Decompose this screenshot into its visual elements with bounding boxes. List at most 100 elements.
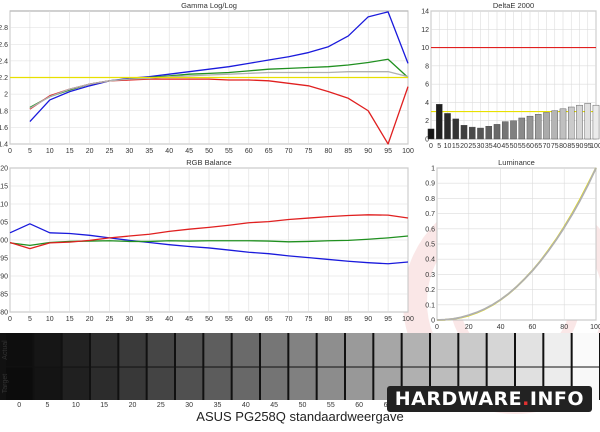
actual-swatch — [34, 333, 61, 367]
x-tick-label: 20 — [86, 148, 94, 155]
deltae-bar — [452, 118, 460, 140]
y-tick-label: 1.8 — [0, 108, 8, 115]
target-swatch — [34, 367, 61, 400]
actual-swatch — [459, 333, 486, 367]
luminance-chart: 0 0.1 0.2 0.3 0.4 0.5 0.6 0.7 0.8 0.9 1 0 20 40 60 80 10… — [425, 158, 600, 331]
chart-title: DeltaE 2000 — [493, 1, 534, 10]
target-swatch — [261, 367, 288, 400]
actual-swatch — [176, 333, 203, 367]
deltae-bar — [567, 106, 575, 140]
grayscale-column-label: 55 — [327, 402, 335, 409]
deltae-bar — [543, 112, 550, 140]
x-tick-label: 60 — [245, 316, 253, 323]
actual-swatch — [544, 333, 571, 367]
x-tick-label: 25 — [106, 316, 114, 323]
y-tick-label: 2 — [425, 118, 429, 125]
x-tick-label: 0 — [8, 316, 12, 323]
deltae-bar — [559, 108, 567, 140]
x-tick-label: 30 — [126, 316, 134, 323]
actual-swatch — [147, 333, 174, 367]
target-swatch — [91, 367, 118, 400]
y-tick-label: 1.4 — [0, 142, 8, 149]
y-tick-label: 4 — [425, 100, 429, 107]
x-tick-label: 5 — [437, 143, 441, 150]
target-swatch — [317, 367, 344, 400]
y-tick-label: 2 — [4, 92, 8, 99]
deltae-bar — [477, 127, 484, 140]
actual-swatch — [346, 333, 373, 367]
y-tick-label: 1 — [431, 166, 435, 173]
grayscale-column-label: 20 — [129, 402, 137, 409]
x-tick-label: 80 — [559, 143, 567, 150]
target-swatch — [147, 367, 174, 400]
x-tick-label: 50 — [205, 148, 213, 155]
x-tick-label: 95 — [384, 148, 392, 155]
x-tick-label: 0 — [435, 324, 439, 331]
y-tick-label: 0.3 — [425, 272, 435, 279]
y-tick-label: 2.2 — [0, 75, 8, 82]
y-tick-label: 0.9 — [425, 181, 435, 188]
grayscale-column-label: 30 — [185, 402, 193, 409]
x-tick-label: 85 — [567, 143, 575, 150]
x-tick-label: 10 — [444, 143, 452, 150]
deltae-bar — [435, 104, 443, 140]
target-swatch — [6, 367, 33, 400]
grayscale-row-label: Actual — [2, 340, 9, 360]
deltae-bar — [534, 114, 542, 140]
x-tick-label: 25 — [468, 143, 476, 150]
x-tick-label: 65 — [265, 148, 273, 155]
actual-swatch — [317, 333, 344, 367]
grayscale-column-label: 50 — [299, 402, 307, 409]
deltae-bar — [460, 125, 468, 140]
x-tick-label: 60 — [245, 148, 253, 155]
actual-swatch — [261, 333, 288, 367]
x-tick-label: 5 — [28, 316, 32, 323]
y-tick-label: 115 — [0, 184, 8, 191]
x-tick-label: 15 — [66, 148, 74, 155]
actual-swatch — [402, 333, 429, 367]
x-tick-label: 55 — [225, 148, 233, 155]
x-tick-label: 85 — [344, 316, 352, 323]
y-tick-label: 90 — [0, 274, 8, 281]
actual-swatch — [289, 333, 316, 367]
x-tick-label: 100 — [402, 148, 414, 155]
x-tick-label: 60 — [526, 143, 534, 150]
target-swatch — [232, 367, 259, 400]
brand-logo: HARDWARE.INFO — [386, 386, 592, 412]
x-tick-label: 95 — [584, 143, 592, 150]
x-tick-label: 20 — [460, 143, 468, 150]
x-tick-label: 65 — [534, 143, 542, 150]
deltae-bar — [551, 110, 559, 140]
x-tick-label: 40 — [493, 143, 501, 150]
grayscale-column-label: 45 — [270, 402, 278, 409]
deltae-bar — [526, 115, 534, 140]
deltae-bar — [468, 126, 476, 140]
grayscale-column-label: 35 — [214, 402, 222, 409]
y-tick-label: 0.5 — [425, 242, 435, 249]
target-swatch — [119, 367, 146, 400]
x-tick-label: 25 — [106, 148, 114, 155]
y-tick-label: 14 — [421, 9, 429, 16]
y-tick-label: 0.8 — [425, 196, 435, 203]
y-tick-label: 1.6 — [0, 125, 8, 132]
x-tick-label: 90 — [364, 148, 372, 155]
deltae-bar — [592, 104, 600, 140]
y-tick-label: 105 — [0, 220, 8, 227]
x-tick-label: 60 — [529, 324, 537, 331]
x-tick-label: 70 — [285, 316, 293, 323]
x-tick-label: 30 — [477, 143, 485, 150]
x-tick-label: 100 — [590, 143, 600, 150]
x-tick-label: 15 — [452, 143, 460, 150]
series-line — [9, 214, 409, 250]
y-tick-label: 0 — [431, 318, 435, 325]
y-tick-label: 10 — [421, 45, 429, 52]
series-line — [29, 71, 409, 109]
x-tick-label: 80 — [560, 324, 568, 331]
x-tick-label: 50 — [205, 316, 213, 323]
actual-swatch — [374, 333, 401, 367]
deltae-bar — [501, 121, 509, 140]
x-tick-label: 45 — [501, 143, 509, 150]
y-tick-label: 0.2 — [425, 287, 435, 294]
x-tick-label: 35 — [485, 143, 493, 150]
x-tick-label: 80 — [325, 316, 333, 323]
